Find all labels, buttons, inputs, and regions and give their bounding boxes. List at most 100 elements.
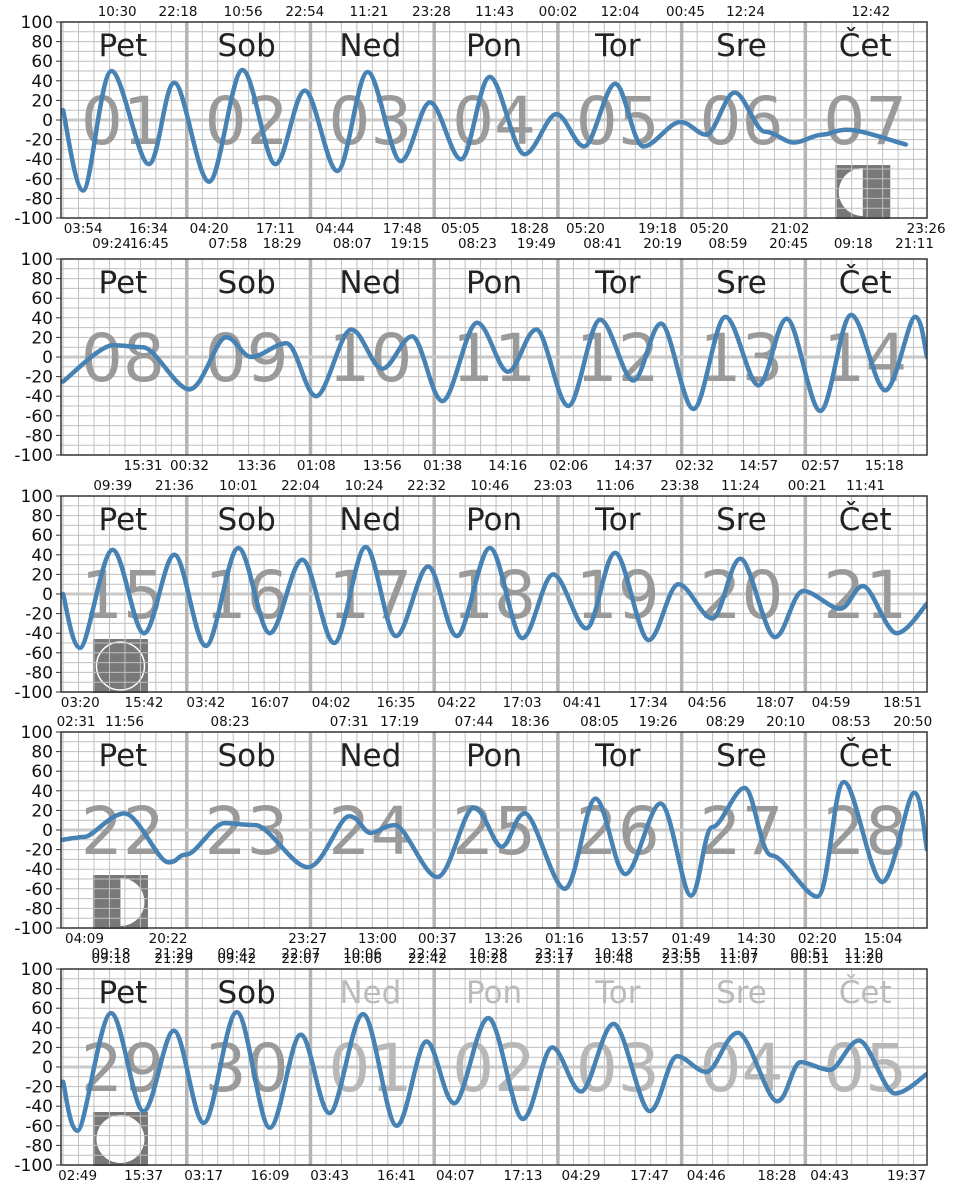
bottom-time-label: 16:41 bbox=[377, 1168, 416, 1184]
bottom-time-label: 03:17 bbox=[184, 1168, 223, 1184]
top-time-label: 22:32 bbox=[407, 478, 446, 494]
day-date: 05 bbox=[576, 83, 660, 160]
weekday-label: Pet bbox=[99, 28, 148, 64]
bottom-time-label: 09:18 bbox=[92, 946, 131, 962]
bottom-time-label: 08:41 bbox=[583, 236, 622, 252]
bottom-time-label: 01:16 bbox=[545, 931, 584, 947]
weekday-label: Pet bbox=[99, 265, 148, 301]
bottom-time-label: 04:09 bbox=[65, 931, 104, 947]
weekday-label: Čet bbox=[839, 737, 892, 774]
y-tick-label: 40 bbox=[31, 1019, 53, 1039]
y-tick-label: 40 bbox=[31, 309, 53, 329]
bottom-time-label: 18:28 bbox=[510, 221, 549, 237]
y-tick-label: 100 bbox=[21, 487, 53, 507]
bottom-time-label: 08:23 bbox=[458, 236, 497, 252]
bottom-time-label: 19:15 bbox=[390, 236, 429, 252]
day-date: 27 bbox=[699, 793, 783, 870]
bottom-time-label: 09:42 bbox=[217, 946, 256, 962]
weekday-label: Pon bbox=[466, 738, 522, 774]
y-tick-label: 100 bbox=[21, 723, 53, 743]
y-tick-label: 20 bbox=[31, 328, 53, 348]
y-tick-label: -20 bbox=[25, 368, 53, 388]
y-tick-label: -80 bbox=[25, 899, 53, 919]
bottom-time-label: 02:06 bbox=[549, 458, 588, 474]
bottom-time-label: 18:29 bbox=[263, 236, 302, 252]
weekday-label: Pon bbox=[466, 265, 522, 301]
bottom-time-label: 14:16 bbox=[488, 458, 527, 474]
weekday-label: Sob bbox=[217, 738, 275, 774]
weekday-label: Pet bbox=[99, 975, 148, 1011]
day-date: 02 bbox=[452, 1030, 536, 1107]
bottom-time-label: 17:34 bbox=[629, 695, 668, 711]
y-tick-label: 60 bbox=[31, 289, 53, 309]
y-tick-label: -40 bbox=[25, 387, 53, 407]
top-time-label: 23:03 bbox=[534, 478, 573, 494]
bottom-time-label: 18:51 bbox=[883, 695, 922, 711]
y-tick-label: 80 bbox=[31, 507, 53, 527]
y-tick-label: -60 bbox=[25, 644, 53, 664]
top-time-label: 23:17 bbox=[535, 951, 574, 967]
y-tick-label: -80 bbox=[25, 1136, 53, 1156]
bottom-time-label: 01:38 bbox=[423, 458, 462, 474]
bottom-time-label: 17:03 bbox=[503, 695, 542, 711]
bottom-time-label: 15:37 bbox=[124, 1168, 163, 1184]
y-tick-label: -60 bbox=[25, 1117, 53, 1137]
bottom-time-label: 04:59 bbox=[812, 695, 851, 711]
top-time-label: 11:43 bbox=[475, 4, 514, 20]
y-tick-label: -40 bbox=[25, 1097, 53, 1117]
top-time-label: 11:56 bbox=[105, 714, 144, 730]
y-tick-label: 80 bbox=[31, 33, 53, 53]
y-tick-label: 60 bbox=[31, 526, 53, 546]
top-time-label: 22:42 bbox=[408, 951, 447, 967]
day-date: 03 bbox=[328, 83, 412, 160]
bottom-time-label: 13:57 bbox=[610, 931, 649, 947]
y-tick-label: -40 bbox=[25, 860, 53, 880]
day-date: 08 bbox=[81, 320, 165, 397]
top-time-label: 23:55 bbox=[662, 951, 701, 967]
weekday-label: Sob bbox=[217, 265, 275, 301]
bottom-time-label: 13:56 bbox=[363, 458, 402, 474]
y-tick-label: 80 bbox=[31, 980, 53, 1000]
y-tick-label: 100 bbox=[21, 13, 53, 33]
weekday-label: Tor bbox=[594, 265, 641, 301]
y-tick-label: 100 bbox=[21, 250, 53, 270]
bottom-time-label: 00:37 bbox=[418, 931, 457, 947]
moon-phase-icon bbox=[92, 639, 148, 693]
bottom-time-label: 00:51 bbox=[790, 946, 829, 962]
day-date: 11 bbox=[452, 320, 536, 397]
top-time-label: 22:54 bbox=[285, 4, 324, 20]
weekday-label: Čet bbox=[839, 264, 892, 301]
y-tick-label: 0 bbox=[42, 348, 53, 368]
bottom-time-label: 15:31 bbox=[124, 458, 163, 474]
moon-phase-icon bbox=[835, 165, 891, 219]
weekday-label: Čet bbox=[839, 27, 892, 64]
weekday-label: Sre bbox=[716, 502, 767, 538]
bottom-time-label: 21:29 bbox=[154, 946, 193, 962]
y-tick-label: -40 bbox=[25, 150, 53, 170]
y-tick-label: 0 bbox=[42, 585, 53, 605]
top-time-label: 22:18 bbox=[159, 4, 198, 20]
top-time-label: 00:45 bbox=[666, 4, 705, 20]
y-tick-label: -60 bbox=[25, 407, 53, 427]
weekday-label: Ned bbox=[339, 28, 401, 64]
bottom-time-label: 03:42 bbox=[186, 695, 225, 711]
top-time-label: 21:29 bbox=[154, 951, 193, 967]
y-tick-label: -60 bbox=[25, 880, 53, 900]
bottom-time-label: 08:07 bbox=[333, 236, 372, 252]
day-date: 04 bbox=[452, 83, 536, 160]
weekday-label: Pet bbox=[99, 502, 148, 538]
grid bbox=[61, 258, 927, 456]
weekday-label: Sre bbox=[716, 28, 767, 64]
bottom-time-label: 07:58 bbox=[208, 236, 247, 252]
top-time-label: 09:42 bbox=[217, 951, 256, 967]
bottom-time-label: 04:44 bbox=[315, 221, 354, 237]
bottom-time-label: 04:41 bbox=[563, 695, 602, 711]
bottom-time-label: 04:02 bbox=[312, 695, 351, 711]
bottom-time-label: 23:55 bbox=[662, 946, 701, 962]
y-tick-label: -20 bbox=[25, 605, 53, 625]
y-tick-label: 0 bbox=[42, 821, 53, 841]
y-tick-label: 20 bbox=[31, 1038, 53, 1058]
bottom-time-label: 21:02 bbox=[771, 221, 810, 237]
top-time-label: 00:51 bbox=[790, 951, 829, 967]
